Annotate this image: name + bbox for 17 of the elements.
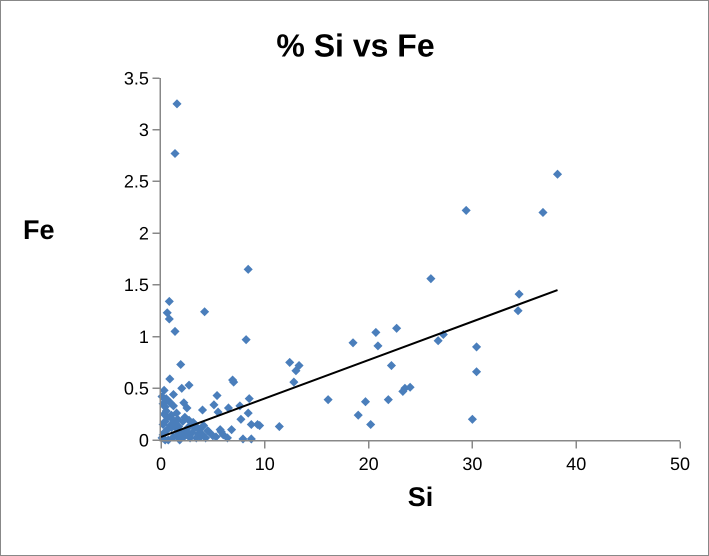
x-tick-label: 50 xyxy=(670,454,690,474)
chart-title: % Si vs Fe xyxy=(276,28,435,64)
x-axis-title: Si xyxy=(408,482,434,512)
y-tick-label: 0 xyxy=(138,430,149,450)
y-tick-label: 2.5 xyxy=(124,172,149,192)
y-tick-label: 3 xyxy=(138,120,149,140)
y-tick-label: 3.5 xyxy=(124,68,149,88)
x-tick-label: 10 xyxy=(254,454,275,474)
y-tick-label: 0.5 xyxy=(124,378,149,399)
x-tick-label: 0 xyxy=(156,454,166,474)
y-tick-label: 2 xyxy=(138,223,149,244)
y-tick-label: 1 xyxy=(138,326,149,347)
y-axis-title: Fe xyxy=(23,215,55,245)
y-tick-label: 1.5 xyxy=(124,275,149,296)
x-tick-label: 20 xyxy=(358,454,379,474)
x-tick-label: 40 xyxy=(566,454,586,474)
x-tick-label: 30 xyxy=(462,454,482,474)
